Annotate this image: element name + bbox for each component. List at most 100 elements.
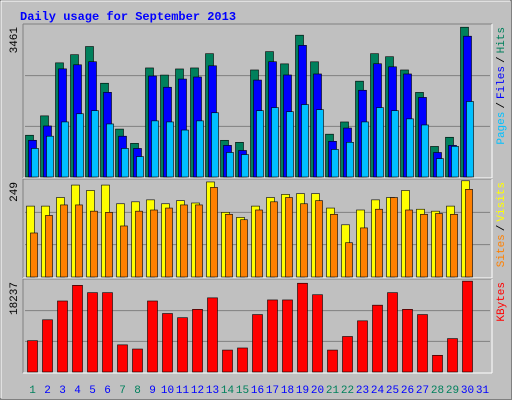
x-tick-label: 16 <box>251 385 264 397</box>
bar <box>256 110 264 178</box>
x-tick-label: 10 <box>161 385 174 397</box>
bar <box>417 314 428 373</box>
bar <box>390 197 398 278</box>
bar <box>192 309 203 373</box>
bar <box>240 219 248 278</box>
bar <box>327 349 338 373</box>
x-tick-label: 29 <box>446 385 459 397</box>
x-tick-label: 17 <box>266 385 279 397</box>
bar <box>222 349 233 373</box>
x-tick-label: 31 <box>476 385 490 397</box>
legend-entry: Pages <box>496 112 508 145</box>
bar <box>402 309 413 373</box>
bar <box>420 213 428 278</box>
bar <box>387 292 398 373</box>
bar <box>180 204 188 278</box>
bar <box>466 101 474 178</box>
bar <box>237 347 248 373</box>
legend: Pages / Files / Hits <box>496 27 508 145</box>
bar <box>297 282 308 373</box>
bar <box>421 124 429 178</box>
bar <box>376 107 384 178</box>
bar <box>135 210 143 278</box>
x-tick-label: 18 <box>281 385 294 397</box>
bar <box>301 104 309 178</box>
legend-entry: Files <box>496 66 508 99</box>
bar <box>450 213 458 278</box>
bar <box>150 209 158 278</box>
x-tick-label: 13 <box>206 385 219 397</box>
bar <box>285 197 293 278</box>
legend-entry: Visits <box>496 182 508 222</box>
x-tick-label: 7 <box>119 385 126 397</box>
bar <box>286 111 294 178</box>
bar <box>447 338 458 373</box>
bar <box>330 213 338 278</box>
bar <box>346 142 354 178</box>
bar <box>27 340 38 373</box>
x-tick-label: 1 <box>29 385 36 397</box>
bar <box>90 210 98 278</box>
bar <box>102 292 113 373</box>
bar <box>271 107 279 178</box>
bar <box>61 121 69 178</box>
bar <box>207 297 218 373</box>
x-tick-label: 23 <box>356 385 369 397</box>
bar <box>165 207 173 278</box>
x-tick-label: 24 <box>371 385 385 397</box>
legend-separator: / <box>496 225 508 232</box>
bar <box>225 213 233 278</box>
legend-entry: KBytes <box>496 282 508 322</box>
bar <box>57 300 68 373</box>
bar <box>46 135 54 178</box>
bar <box>342 336 353 373</box>
bar <box>31 148 39 178</box>
bar <box>267 299 278 373</box>
x-tick-label: 12 <box>191 385 204 397</box>
x-tick-label: 27 <box>416 385 429 397</box>
bar <box>436 158 444 178</box>
bar <box>406 118 414 178</box>
x-tick-label: 6 <box>104 385 111 397</box>
x-tick-label: 25 <box>386 385 399 397</box>
bar <box>177 317 188 373</box>
bar <box>462 280 473 373</box>
x-tick-label: 20 <box>311 385 324 397</box>
bar <box>181 129 189 178</box>
legend-separator: / <box>496 102 508 109</box>
y-tick-label: 3461 <box>9 27 21 54</box>
bar <box>226 152 234 178</box>
bar <box>42 319 53 373</box>
bar <box>282 299 293 373</box>
legend-separator: / <box>496 56 508 63</box>
bar <box>405 209 413 278</box>
bar <box>465 189 473 278</box>
bar <box>210 187 218 278</box>
bar <box>375 208 383 278</box>
legend: Sites / Visits <box>496 182 508 267</box>
bar <box>60 204 68 278</box>
bar <box>147 300 158 373</box>
bar <box>300 203 308 278</box>
bar <box>166 121 174 178</box>
bar <box>132 348 143 373</box>
bar <box>372 304 383 373</box>
x-tick-label: 19 <box>296 385 309 397</box>
x-tick-label: 2 <box>44 385 51 397</box>
bar <box>255 209 263 278</box>
x-tick-label: 4 <box>74 385 81 397</box>
legend: KBytes <box>496 282 508 322</box>
bar <box>432 354 443 373</box>
x-tick-label: 21 <box>326 385 340 397</box>
bar <box>136 156 144 178</box>
bar <box>312 294 323 373</box>
bar <box>391 110 399 178</box>
bar <box>241 154 249 178</box>
y-tick-label: 249 <box>9 182 21 202</box>
chart-title: Daily usage for September 2013 <box>20 10 236 24</box>
bar <box>75 204 83 278</box>
bar <box>252 314 263 373</box>
legend-entry: Sites <box>496 234 508 267</box>
